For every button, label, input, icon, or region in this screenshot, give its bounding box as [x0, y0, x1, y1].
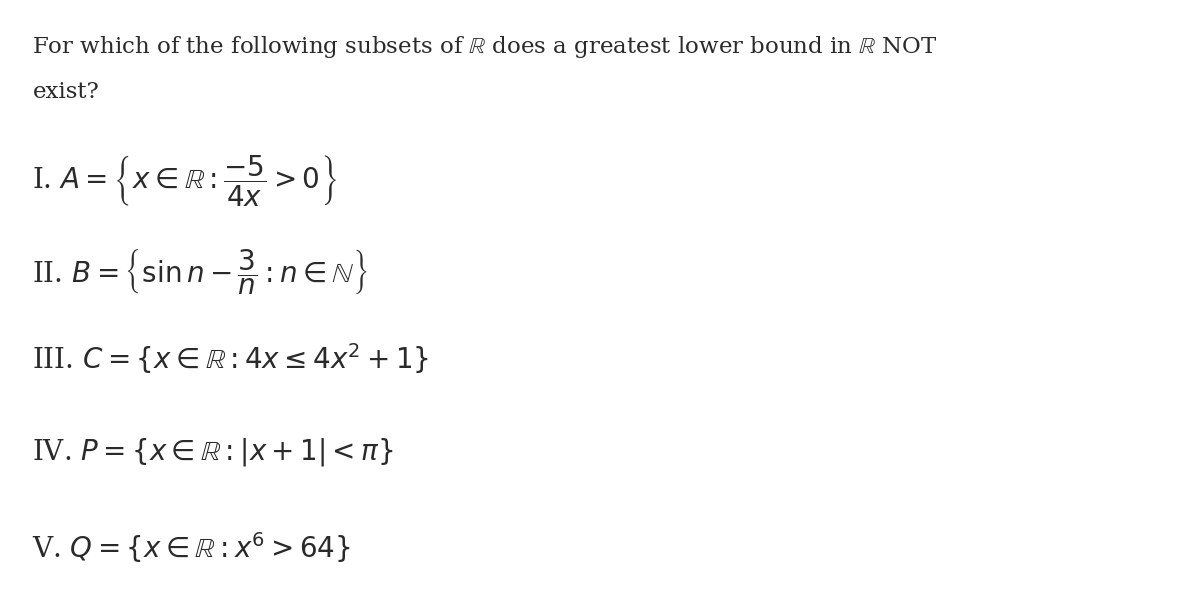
Text: V. $Q = \left\{x \in \mathbb{R} : x^6 > 64\right\}$: V. $Q = \left\{x \in \mathbb{R} : x^6 > …: [32, 529, 351, 565]
Text: exist?: exist?: [32, 82, 99, 104]
Text: II. $B = \left\{\sin n - \dfrac{3}{n} : n \in \mathbb{N}\right\}$: II. $B = \left\{\sin n - \dfrac{3}{n} : …: [32, 247, 368, 297]
Text: IV. $P = \left\{x \in \mathbb{R} : |x + 1| < \pi\right\}$: IV. $P = \left\{x \in \mathbb{R} : |x + …: [32, 436, 394, 467]
Text: III. $C = \left\{x \in \mathbb{R} : 4x \leq 4x^2 + 1\right\}$: III. $C = \left\{x \in \mathbb{R} : 4x \…: [32, 342, 430, 376]
Text: I. $A = \left\{x \in \mathbb{R} : \dfrac{-5}{4x} > 0\right\}$: I. $A = \left\{x \in \mathbb{R} : \dfrac…: [32, 153, 338, 208]
Text: For which of the following subsets of $\mathbb{R}$ does a greatest lower bound i: For which of the following subsets of $\…: [32, 34, 938, 60]
